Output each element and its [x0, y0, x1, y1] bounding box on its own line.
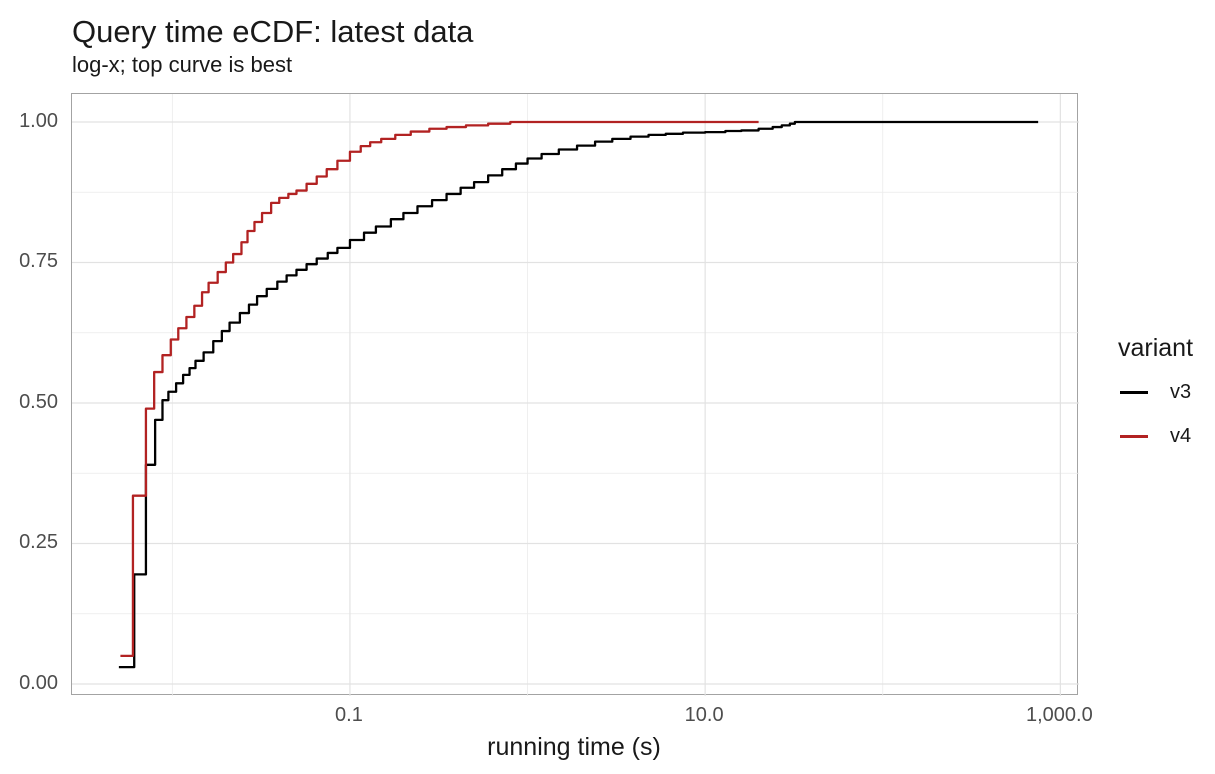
chart-title: Query time eCDF: latest data: [72, 14, 474, 49]
x-tick-label: 0.1: [335, 704, 363, 726]
ecdf-curve-v4: [120, 120, 759, 658]
ecdf-chart-canvas: [72, 94, 1079, 696]
x-axis-title: running time (s): [487, 733, 661, 761]
ecdf-curve-v3: [118, 120, 1039, 669]
legend-label-v3: v3: [1170, 381, 1192, 403]
y-tick-label: 0.25: [19, 531, 58, 554]
legend-key-line-v3: [1120, 391, 1148, 394]
y-tick-label: 0.75: [19, 250, 58, 273]
legend: variant v3 v4: [1118, 334, 1194, 446]
legend-label-v4: v4: [1170, 425, 1192, 447]
y-tick-label: 0.50: [19, 390, 58, 413]
legend-title: variant: [1118, 334, 1194, 362]
chart-subtitle: log-x; top curve is best: [72, 52, 293, 77]
x-tick-label: 10.0: [684, 704, 724, 726]
plot-panel: [71, 93, 1079, 696]
y-tick-label: 0.00: [19, 671, 58, 694]
legend-key-line-v4: [1120, 435, 1148, 438]
x-tick-label: 1,000.0: [1025, 704, 1093, 726]
y-tick-label: 1.00: [19, 109, 58, 132]
